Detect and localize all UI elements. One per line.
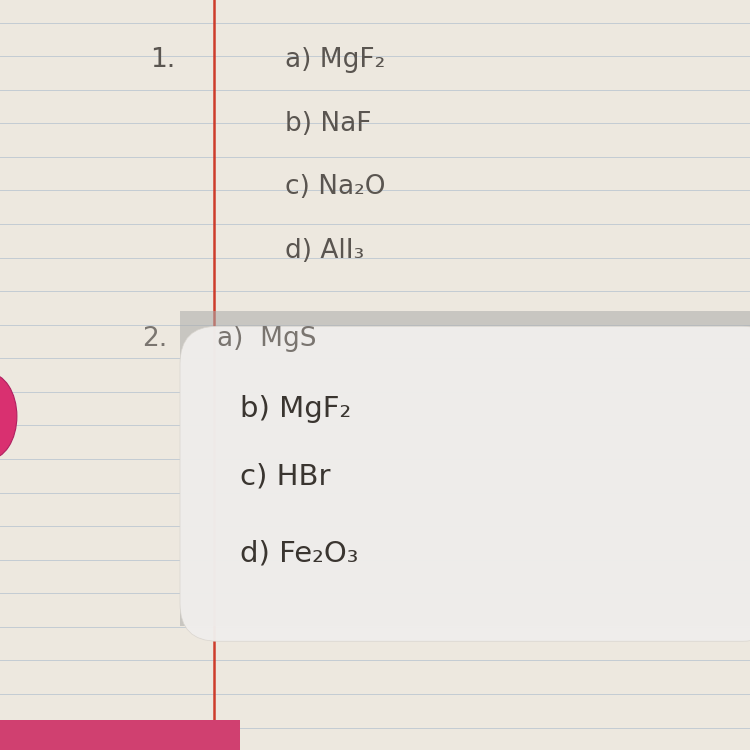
Text: c) Na₂O: c) Na₂O — [285, 175, 386, 200]
Text: a)  MgS: a) MgS — [217, 326, 317, 352]
Ellipse shape — [0, 374, 16, 459]
Text: 1.: 1. — [150, 47, 176, 73]
Text: 2.: 2. — [142, 326, 168, 352]
FancyBboxPatch shape — [0, 720, 240, 750]
Text: d) Fe₂O₃: d) Fe₂O₃ — [240, 539, 358, 568]
Text: d) AlI₃: d) AlI₃ — [285, 238, 364, 264]
Text: b) MgF₂: b) MgF₂ — [240, 394, 351, 423]
Polygon shape — [180, 311, 750, 626]
Text: b) NaF: b) NaF — [285, 111, 371, 136]
FancyBboxPatch shape — [180, 326, 750, 641]
Text: c) HBr: c) HBr — [240, 462, 331, 490]
Text: a) MgF₂: a) MgF₂ — [285, 47, 386, 73]
